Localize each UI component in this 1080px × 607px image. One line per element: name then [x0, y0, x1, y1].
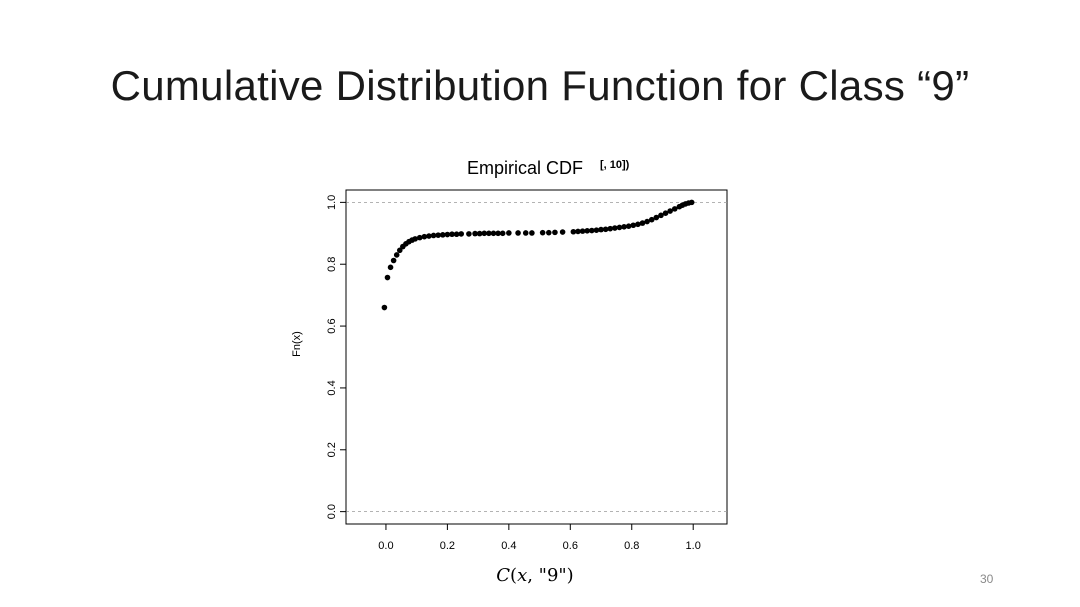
ecdf-point [529, 230, 535, 236]
y-tick-label: 0.0 [326, 504, 338, 519]
ecdf-point [671, 206, 678, 212]
ecdf-point [607, 225, 614, 232]
ecdf-point [612, 225, 618, 231]
ecdf-point [653, 214, 660, 221]
x-tick-label: 0.6 [563, 540, 578, 552]
ecdf-point [381, 304, 388, 311]
y-axis: 0.0 0.2 0.4 0.6 0.8 1.0 [326, 195, 347, 519]
ecdf-point [644, 218, 650, 225]
ecdf-point [552, 229, 558, 236]
ecdf-point [426, 233, 432, 239]
ecdf-point [466, 231, 472, 237]
x-tick-label: 0.4 [501, 540, 516, 552]
slide-number: 30 [980, 572, 994, 586]
ecdf-point [439, 232, 446, 238]
x-tick-label: 0.8 [624, 540, 639, 552]
x-tick-label: 0.2 [440, 540, 455, 552]
ecdf-point [575, 228, 581, 235]
y-tick-label: 1.0 [326, 195, 338, 210]
ecdf-point [486, 230, 492, 237]
ecdf-point [435, 232, 441, 238]
ecdf-point [658, 212, 664, 219]
plot-frame [345, 189, 728, 525]
ecdf-point [499, 230, 506, 237]
ecdf-point [396, 247, 403, 254]
ecdf-point [421, 233, 428, 240]
x-axis-label: 𝐶(𝑥, "9") [496, 565, 573, 586]
ecdf-point [593, 227, 600, 234]
ecdf-point [621, 224, 627, 230]
ecdf-point [579, 228, 586, 234]
ecdf-point [667, 208, 673, 214]
ecdf-point [453, 231, 460, 238]
ecdf-point [584, 228, 590, 234]
chart-title-suffix: [, 10]) [600, 159, 630, 171]
data-points [381, 199, 695, 311]
y-axis-label: Fn(x) [291, 331, 303, 357]
ecdf-point [589, 227, 595, 234]
ecdf-point [412, 236, 418, 242]
ecdf-point [390, 257, 397, 264]
ecdf-point [393, 252, 400, 258]
ecdf-point [545, 229, 552, 236]
ecdf-point [384, 274, 391, 281]
x-tick-label: 1.0 [686, 540, 701, 552]
ecdf-point [602, 226, 609, 233]
ecdf-point [430, 232, 437, 239]
ecdf-point [630, 222, 637, 229]
x-axis: 0.0 0.2 0.4 0.6 0.8 1.0 [378, 523, 701, 552]
y-tick-label: 0.4 [326, 380, 338, 395]
ecdf-point [476, 230, 483, 237]
ecdf-point [648, 216, 655, 223]
chart-title: Empirical CDF [467, 158, 583, 178]
ecdf-point [515, 230, 521, 236]
ecdf-point [444, 231, 451, 238]
ecdf-point [625, 223, 632, 229]
ecdf-point [598, 226, 604, 233]
ecdf-point [688, 199, 695, 206]
ecdf-point [481, 230, 488, 237]
y-tick-label: 0.2 [326, 442, 338, 457]
x-tick-label: 0.0 [378, 540, 393, 552]
ecdf-point [662, 210, 669, 216]
ecdf-point [495, 230, 501, 237]
ecdf-point [570, 228, 577, 235]
ecdf-point [639, 220, 646, 226]
ecdf-point [490, 230, 497, 237]
ecdf-point [559, 229, 566, 235]
ecdf-point [458, 231, 465, 237]
ecdf-point [449, 231, 455, 238]
slide-title: Cumulative Distribution Function for Cla… [110, 62, 970, 109]
ecdf-point [416, 234, 423, 241]
ecdf-point [616, 224, 623, 231]
ecdf-point [522, 230, 529, 236]
ecdf-point [506, 230, 512, 236]
ecdf-point [387, 264, 394, 271]
y-tick-label: 0.6 [326, 318, 338, 333]
ecdf-point [539, 229, 546, 236]
ecdf-point [472, 230, 478, 237]
y-tick-label: 0.8 [326, 257, 338, 272]
ecdf-point [635, 221, 641, 228]
